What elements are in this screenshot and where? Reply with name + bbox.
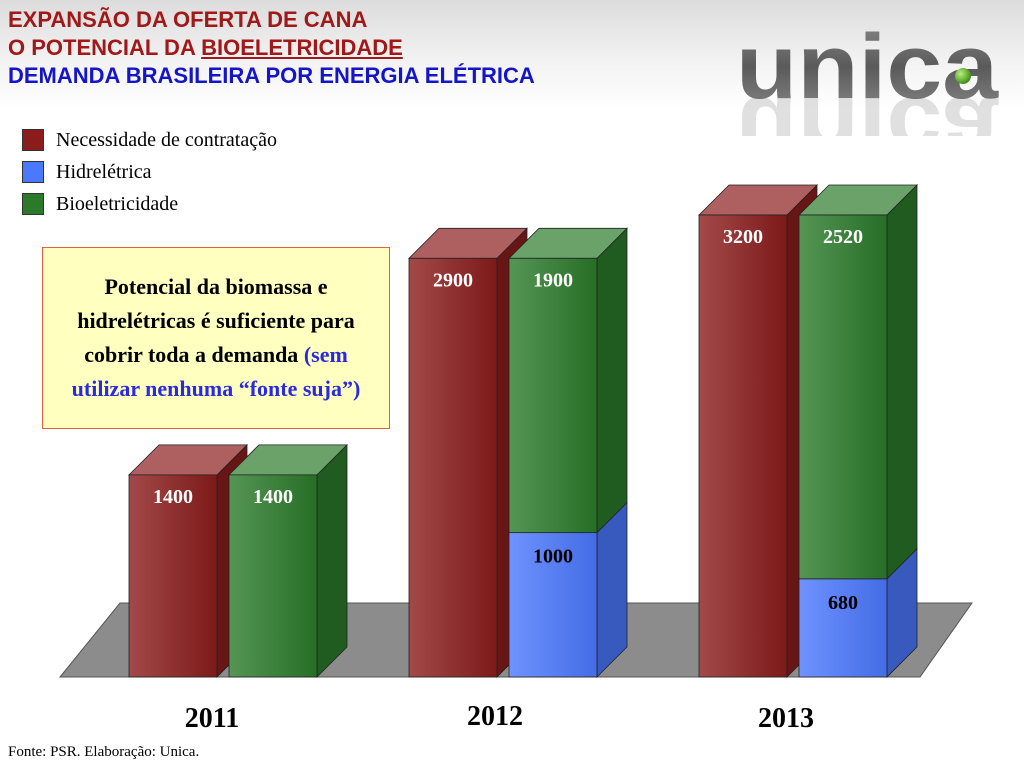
category-label-2012: 2012: [467, 701, 523, 732]
bar-bioeletricidade-2012-side: [596, 227, 628, 534]
annotation-text-highlight: (sem utilizar nenhuma “fonte suja”): [71, 342, 361, 401]
value-label-necessidade-2013: 3200: [723, 226, 763, 248]
title-line-2: O POTENCIAL DA BIOELETRICIDADE: [8, 34, 535, 62]
bar-necessidade-2013-front: [698, 214, 788, 678]
source-note: Fonte: PSR. Elaboração: Unica.: [8, 744, 200, 760]
legend-swatch-necessidade: [22, 129, 44, 151]
bar-hidreletrica-2012-side: [596, 501, 628, 678]
chart-legend: Necessidade de contratação Hidrelétrica …: [22, 124, 277, 220]
bar-hidreletrica-2013-front: [798, 578, 888, 678]
bar-bioeletricidade-2011: [228, 443, 348, 678]
legend-label-necessidade: Necessidade de contratação: [56, 128, 277, 151]
legend-item-necessidade: Necessidade de contratação: [22, 124, 277, 156]
value-label-necessidade-2011: 1400: [153, 486, 193, 508]
value-label-bioeletricidade-2012: 1900: [533, 269, 573, 291]
annotation-text: Potencial da biomassa e hidrelétricas é …: [51, 270, 381, 406]
bar-bioeletricidade-2013-front: [798, 214, 888, 580]
value-label-hidreletrica-2012: 1000: [533, 546, 573, 568]
title-line-2-highlight: BIOELETRICIDADE: [201, 35, 403, 60]
bar-hidreletrica-2012-front: [508, 532, 598, 678]
title-line-3: DEMANDA BRASILEIRA POR ENERGIA ELÉTRICA: [8, 63, 535, 88]
bar-bioeletricidade-2012: [508, 227, 628, 534]
annotation-text-main: Potencial da biomassa e hidrelétricas é …: [77, 274, 355, 367]
bar-bioeletricidade-2012-front: [508, 257, 598, 534]
bar-hidreletrica-2012: [508, 501, 628, 678]
annotation-box: Potencial da biomassa e hidrelétricas é …: [42, 247, 390, 429]
bar-necessidade-2012: [408, 227, 528, 678]
bar-bioeletricidade-2011-side: [316, 443, 348, 678]
category-label-2011: 2011: [185, 703, 239, 734]
unica-logo: unica unica: [736, 18, 999, 136]
legend-label-bioeletricidade: Bioeletricidade: [56, 192, 179, 215]
logo-green-dot-icon: [955, 68, 971, 84]
bar-bioeletricidade-2011-front: [228, 474, 318, 678]
title-line-2-prefix: O POTENCIAL DA: [8, 35, 202, 60]
value-label-necessidade-2012: 2900: [433, 269, 473, 291]
value-label-bioeletricidade-2013: 2520: [823, 226, 863, 248]
value-label-bioeletricidade-2011: 1400: [253, 486, 293, 508]
bar-necessidade-2012-front: [408, 257, 498, 678]
legend-label-hidreletrica: Hidrelétrica: [56, 160, 152, 183]
bar-bioeletricidade-2013: [798, 184, 918, 580]
logo-reflection: unica: [736, 78, 999, 136]
bar-hidreletrica-2013: [798, 547, 918, 678]
logo-wordmark: unica: [736, 18, 999, 118]
legend-item-hidreletrica: Hidrelétrica: [22, 156, 277, 188]
value-label-hidreletrica-2013: 680: [828, 592, 858, 614]
bar-necessidade-2011-front: [128, 474, 218, 678]
category-label-2013: 2013: [758, 703, 814, 734]
legend-swatch-hidreletrica: [22, 161, 44, 183]
title-block: EXPANSÃO DA OFERTA DE CANA O POTENCIAL D…: [8, 6, 535, 90]
title-line-1: EXPANSÃO DA OFERTA DE CANA: [8, 7, 368, 32]
legend-item-bioeletricidade: Bioeletricidade: [22, 188, 277, 220]
legend-swatch-bioeletricidade: [22, 193, 44, 215]
bar-bioeletricidade-2013-side: [886, 184, 918, 580]
